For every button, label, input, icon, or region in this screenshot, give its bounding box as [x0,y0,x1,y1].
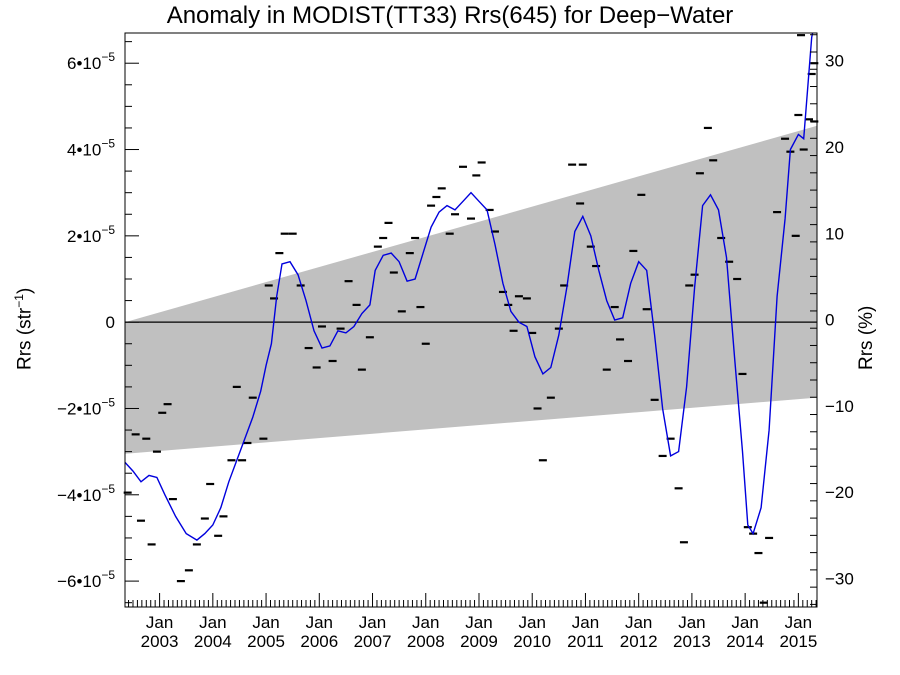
uncertainty-band [125,125,817,454]
x-tick-label-month: Jan [412,613,439,632]
x-tick-label-year: 2005 [247,632,285,651]
y-left-tick-label: 0 [106,313,115,332]
x-tick-label-month: Jan [199,613,226,632]
x-tick-label-year: 2015 [779,632,817,651]
x-tick-label-year: 2012 [620,632,658,651]
x-tick-label-year: 2014 [726,632,764,651]
x-tick-label-month: Jan [519,613,546,632]
x-tick-label-month: Jan [678,613,705,632]
y-left-tick-label: 2•10−5 [67,223,115,246]
x-tick-label-month: Jan [306,613,333,632]
y-right-tick-label: 0 [825,311,834,330]
y-right-tick-label: −20 [825,483,854,502]
y-left-tick-label: −2•10−5 [57,395,115,418]
chart-title: Anomaly in MODIST(TT33) Rrs(645) for Dee… [166,2,734,29]
y-left-tick-label: 6•10−5 [67,50,115,73]
x-tick-label-year: 2013 [673,632,711,651]
x-tick-label-month: Jan [252,613,279,632]
x-tick-label-year: 2010 [513,632,551,651]
x-tick-label-year: 2006 [300,632,338,651]
x-tick-label-year: 2007 [354,632,392,651]
x-tick-label-month: Jan [359,613,386,632]
x-tick-label-month: Jan [572,613,599,632]
y-right-tick-label: 20 [825,138,844,157]
x-tick-label-month: Jan [731,613,758,632]
x-tick-label-year: 2004 [194,632,232,651]
plot-frame [124,32,818,608]
y-left-tick-label: −6•10−5 [57,568,115,591]
y-left-tick-label: 4•10−5 [67,137,115,160]
x-tick-label-year: 2008 [407,632,445,651]
x-tick-label-year: 2009 [460,632,498,651]
anomaly-series-line [125,33,814,541]
x-tick-label-month: Jan [146,613,173,632]
y-right-tick-label: −10 [825,397,854,416]
y-right-tick-label: 30 [825,52,844,71]
x-tick-label-month: Jan [785,613,812,632]
y-right-tick-label: 10 [825,224,844,243]
y-right-tick-label: −30 [825,570,854,589]
x-tick-label-month: Jan [465,613,492,632]
x-tick-label-month: Jan [625,613,652,632]
x-tick-label-year: 2011 [567,632,604,651]
x-tick-label-year: 2003 [141,632,179,651]
y-left-tick-label: −4•10−5 [57,482,115,505]
